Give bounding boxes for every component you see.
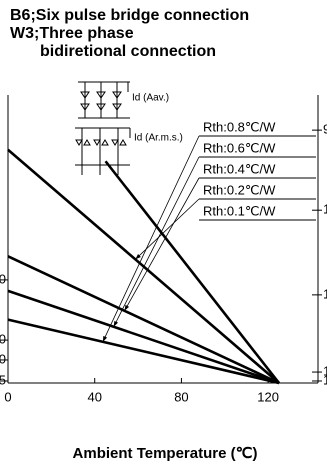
arrowhead	[135, 253, 141, 260]
annotation: Id (Aav.)	[132, 93, 169, 104]
legend-label: Rth:0.1℃/W	[203, 203, 276, 218]
arrowhead	[124, 304, 130, 311]
circuit-diagram	[75, 81, 131, 175]
chart-title: W3;Three phase	[10, 25, 134, 42]
legend-label: Rth:0.4℃/W	[203, 161, 276, 176]
y2-tick-label: 1	[323, 363, 327, 378]
arrowhead	[113, 320, 119, 327]
leader	[102, 135, 200, 342]
legend-label: Rth:0.6℃/W	[203, 140, 276, 155]
leader	[113, 156, 200, 327]
x-axis-label: Ambient Temperature (℃)	[73, 445, 258, 462]
data-line	[7, 289, 280, 385]
leader	[124, 177, 200, 311]
y2-tick-label: 1	[323, 202, 327, 217]
legend-label: Rth:0.8℃/W	[203, 119, 276, 134]
data-line	[7, 255, 280, 385]
y2-tick-label: 9	[323, 122, 327, 137]
y2-tick-label: 1	[323, 372, 327, 387]
leader	[135, 198, 200, 260]
chart-title: B6;Six pulse bridge connection	[10, 7, 249, 24]
y2-tick-label: 1	[323, 286, 327, 301]
chart-title: bidiretional connection	[40, 43, 216, 60]
data-line	[104, 160, 281, 384]
data-line	[7, 318, 280, 385]
y-tick-label: 0	[0, 332, 6, 347]
data-line	[7, 148, 280, 384]
x-tick-label: 80	[174, 389, 188, 404]
x-tick-label: 120	[257, 389, 279, 404]
annotation: Id (Ar.m.s.)	[134, 133, 183, 144]
y-tick-label: 5	[0, 372, 6, 387]
x-tick-label: 40	[87, 389, 101, 404]
arrowhead	[102, 335, 108, 342]
y-tick-label: 0	[0, 351, 6, 366]
x-tick-label: 0	[4, 389, 11, 404]
legend-label: Rth:0.2℃/W	[203, 182, 276, 197]
y-tick-label: 0	[0, 271, 6, 286]
